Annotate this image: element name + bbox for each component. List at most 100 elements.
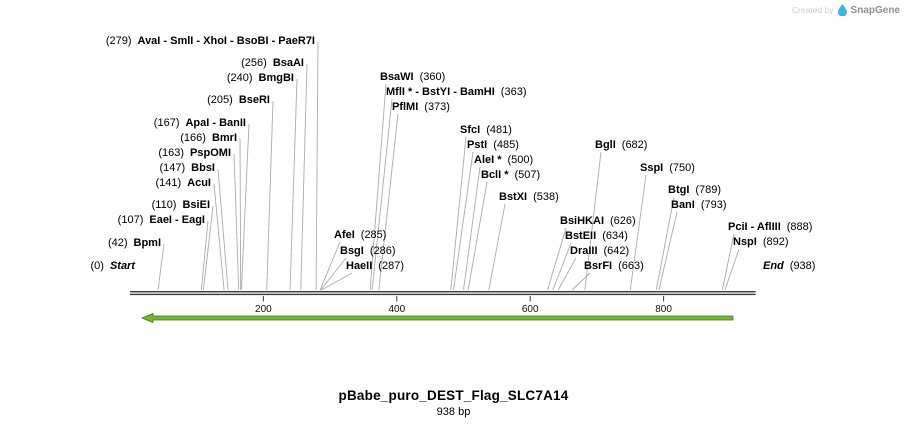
site-position: (507) bbox=[514, 169, 541, 181]
enzyme-site-label[interactable]: (141) AcuI bbox=[155, 177, 211, 190]
enzyme-site-label[interactable]: (205) BseRI bbox=[207, 94, 270, 107]
sequence-end-label: End (938) bbox=[763, 260, 815, 273]
enzyme-name: AcuI bbox=[187, 177, 211, 189]
plasmid-length: 938 bp bbox=[436, 406, 471, 418]
enzyme-site-label[interactable]: BtgI (789) bbox=[668, 184, 721, 197]
site-position: (682) bbox=[621, 139, 648, 151]
orf-feature-arrow[interactable] bbox=[140, 312, 734, 324]
leader-line bbox=[658, 211, 678, 291]
enzyme-site-label[interactable]: (42) BpmI bbox=[108, 237, 161, 250]
enzyme-name: BsiEI bbox=[182, 199, 210, 211]
enzyme-site-label[interactable]: AfeI (285) bbox=[334, 229, 386, 242]
enzyme-name: AfeI bbox=[334, 229, 355, 241]
sequence-line bbox=[130, 291, 756, 293]
leader-line bbox=[266, 100, 274, 291]
sequence-start-label: (0) Start bbox=[90, 260, 135, 273]
enzyme-name: BseRI bbox=[238, 94, 270, 106]
enzyme-name: PstI bbox=[467, 139, 488, 151]
enzyme-name: DraIII bbox=[570, 245, 598, 257]
enzyme-name: BglI bbox=[595, 139, 616, 151]
enzyme-name: AvaI - SmlI - XhoI - BsoBI - PaeR7I bbox=[137, 35, 315, 47]
site-position: (147) bbox=[159, 162, 186, 174]
leader-line bbox=[202, 205, 214, 291]
leader-line bbox=[467, 181, 488, 291]
enzyme-site-label[interactable]: BglI (682) bbox=[595, 139, 647, 152]
leader-line bbox=[724, 248, 740, 291]
site-position: (793) bbox=[700, 199, 727, 211]
enzyme-site-label[interactable]: (279) AvaI - SmlI - XhoI - BsoBI - PaeR7I bbox=[106, 35, 315, 48]
leader-line bbox=[315, 41, 319, 291]
leader-line bbox=[157, 243, 165, 291]
leader-line bbox=[239, 138, 242, 291]
enzyme-site-label[interactable]: BclI * (507) bbox=[481, 169, 540, 182]
site-position: (481) bbox=[486, 124, 512, 136]
enzyme-site-label[interactable]: NspI (892) bbox=[733, 236, 789, 249]
site-position: (485) bbox=[493, 139, 519, 151]
snapgene-logo-icon bbox=[837, 4, 847, 16]
enzyme-name: BpmI bbox=[133, 237, 162, 249]
leader-line bbox=[233, 153, 240, 291]
enzyme-site-label[interactable]: (147) BbsI bbox=[159, 162, 215, 175]
site-position: (240) bbox=[226, 72, 253, 84]
enzyme-site-label[interactable]: PciI - AflIII (888) bbox=[728, 221, 812, 234]
enzyme-name: BsaWI bbox=[380, 71, 414, 83]
enzyme-name: BclI * bbox=[481, 169, 509, 181]
site-position: (279) bbox=[105, 35, 132, 47]
site-position: (107) bbox=[117, 214, 144, 226]
leader-line bbox=[289, 78, 298, 291]
enzyme-site-label[interactable]: MflI * - BstYI - BamHI (363) bbox=[386, 86, 526, 99]
enzyme-site-label[interactable]: BstXI (538) bbox=[499, 191, 559, 204]
enzyme-name: Start bbox=[109, 260, 135, 272]
watermark-brand: SnapGene bbox=[850, 4, 900, 16]
enzyme-site-label[interactable]: (107) EaeI - EagI bbox=[118, 214, 205, 227]
site-position: (205) bbox=[207, 94, 233, 106]
plasmid-title: pBabe_puro_DEST_Flag_SLC7A14 bbox=[338, 388, 569, 403]
leader-line bbox=[217, 168, 229, 291]
enzyme-site-label[interactable]: SspI (750) bbox=[640, 162, 695, 175]
leader-line bbox=[557, 257, 577, 291]
enzyme-site-label[interactable]: BsgI (286) bbox=[340, 245, 396, 258]
ruler-tick-label: 200 bbox=[255, 304, 272, 315]
enzyme-site-label[interactable]: (167) ApaI - BanII bbox=[154, 117, 246, 130]
leader-line bbox=[552, 242, 572, 291]
enzyme-site-label[interactable]: BstEII (634) bbox=[565, 230, 628, 243]
enzyme-name: NspI bbox=[733, 236, 757, 248]
enzyme-site-label[interactable]: (256) BsaAI bbox=[241, 57, 304, 70]
leader-line bbox=[655, 196, 675, 291]
site-position: (634) bbox=[602, 230, 628, 242]
enzyme-site-label[interactable]: (166) BmrI bbox=[180, 132, 237, 145]
leader-line bbox=[488, 203, 506, 291]
leader-line bbox=[584, 151, 602, 291]
enzyme-site-label[interactable]: DraIII (642) bbox=[570, 245, 629, 258]
enzyme-name: BmgBI bbox=[258, 72, 294, 84]
leader-line bbox=[378, 113, 399, 291]
enzyme-site-label[interactable]: PstI (485) bbox=[467, 139, 519, 152]
enzyme-site-label[interactable]: HaeII (287) bbox=[346, 260, 404, 273]
enzyme-site-label[interactable]: (163) PspOMI bbox=[158, 147, 231, 160]
enzyme-site-label[interactable]: BanI (793) bbox=[671, 199, 727, 212]
ruler-tick-label: 400 bbox=[388, 304, 405, 315]
enzyme-site-label[interactable]: (110) BsiEI bbox=[152, 199, 210, 212]
site-position: (750) bbox=[669, 162, 695, 174]
enzyme-site-label[interactable]: (240) BmgBI bbox=[227, 72, 294, 85]
site-position: (167) bbox=[153, 117, 180, 129]
enzyme-site-label[interactable]: PflMI (373) bbox=[392, 101, 450, 114]
site-position: (538) bbox=[533, 191, 559, 203]
enzyme-name: BsiHKAI bbox=[560, 215, 605, 227]
enzyme-site-label[interactable]: SfcI (481) bbox=[460, 124, 512, 137]
watermark-created-by: Created by bbox=[791, 5, 834, 15]
enzyme-site-label[interactable]: BsaWI (360) bbox=[380, 71, 445, 84]
site-position: (166) bbox=[180, 132, 206, 144]
enzyme-site-label[interactable]: AleI * (500) bbox=[474, 154, 533, 167]
enzyme-site-label[interactable]: BsrFI (663) bbox=[584, 260, 644, 273]
enzyme-name: BanI bbox=[671, 199, 695, 211]
enzyme-site-label[interactable]: BsiHKAI (626) bbox=[560, 215, 636, 228]
site-position: (892) bbox=[762, 236, 789, 248]
site-position: (286) bbox=[369, 245, 396, 257]
site-position: (500) bbox=[507, 154, 534, 166]
enzyme-name: PciI - AflIII bbox=[728, 221, 781, 233]
leader-line bbox=[369, 83, 387, 291]
enzyme-name: BbsI bbox=[191, 162, 215, 174]
